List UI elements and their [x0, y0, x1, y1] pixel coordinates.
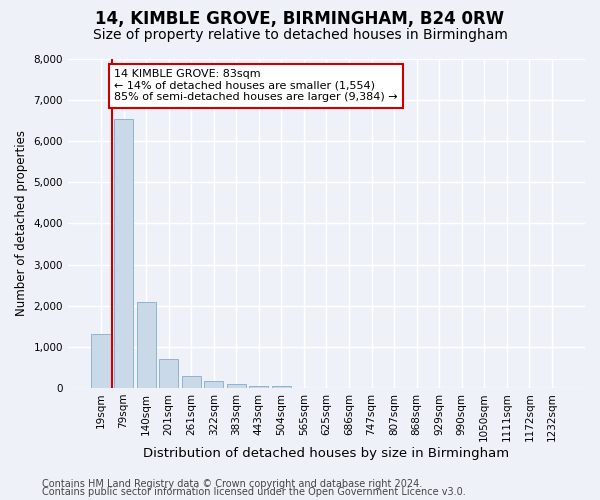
Bar [137, 302, 155, 388]
Text: Contains public sector information licensed under the Open Government Licence v3: Contains public sector information licen… [42, 487, 466, 497]
Bar [204, 382, 223, 388]
Text: 14, KIMBLE GROVE, BIRMINGHAM, B24 0RW: 14, KIMBLE GROVE, BIRMINGHAM, B24 0RW [95, 10, 505, 28]
Text: Contains HM Land Registry data © Crown copyright and database right 2024.: Contains HM Land Registry data © Crown c… [42, 479, 422, 489]
Y-axis label: Number of detached properties: Number of detached properties [15, 130, 28, 316]
Text: Size of property relative to detached houses in Birmingham: Size of property relative to detached ho… [92, 28, 508, 42]
X-axis label: Distribution of detached houses by size in Birmingham: Distribution of detached houses by size … [143, 447, 509, 460]
Bar [159, 360, 178, 388]
Bar [272, 386, 291, 388]
Bar [182, 376, 201, 388]
Text: 14 KIMBLE GROVE: 83sqm
← 14% of detached houses are smaller (1,554)
85% of semi-: 14 KIMBLE GROVE: 83sqm ← 14% of detached… [114, 70, 398, 102]
Bar [249, 386, 268, 388]
Bar [114, 118, 133, 388]
Bar [91, 334, 110, 388]
Bar [227, 384, 246, 388]
